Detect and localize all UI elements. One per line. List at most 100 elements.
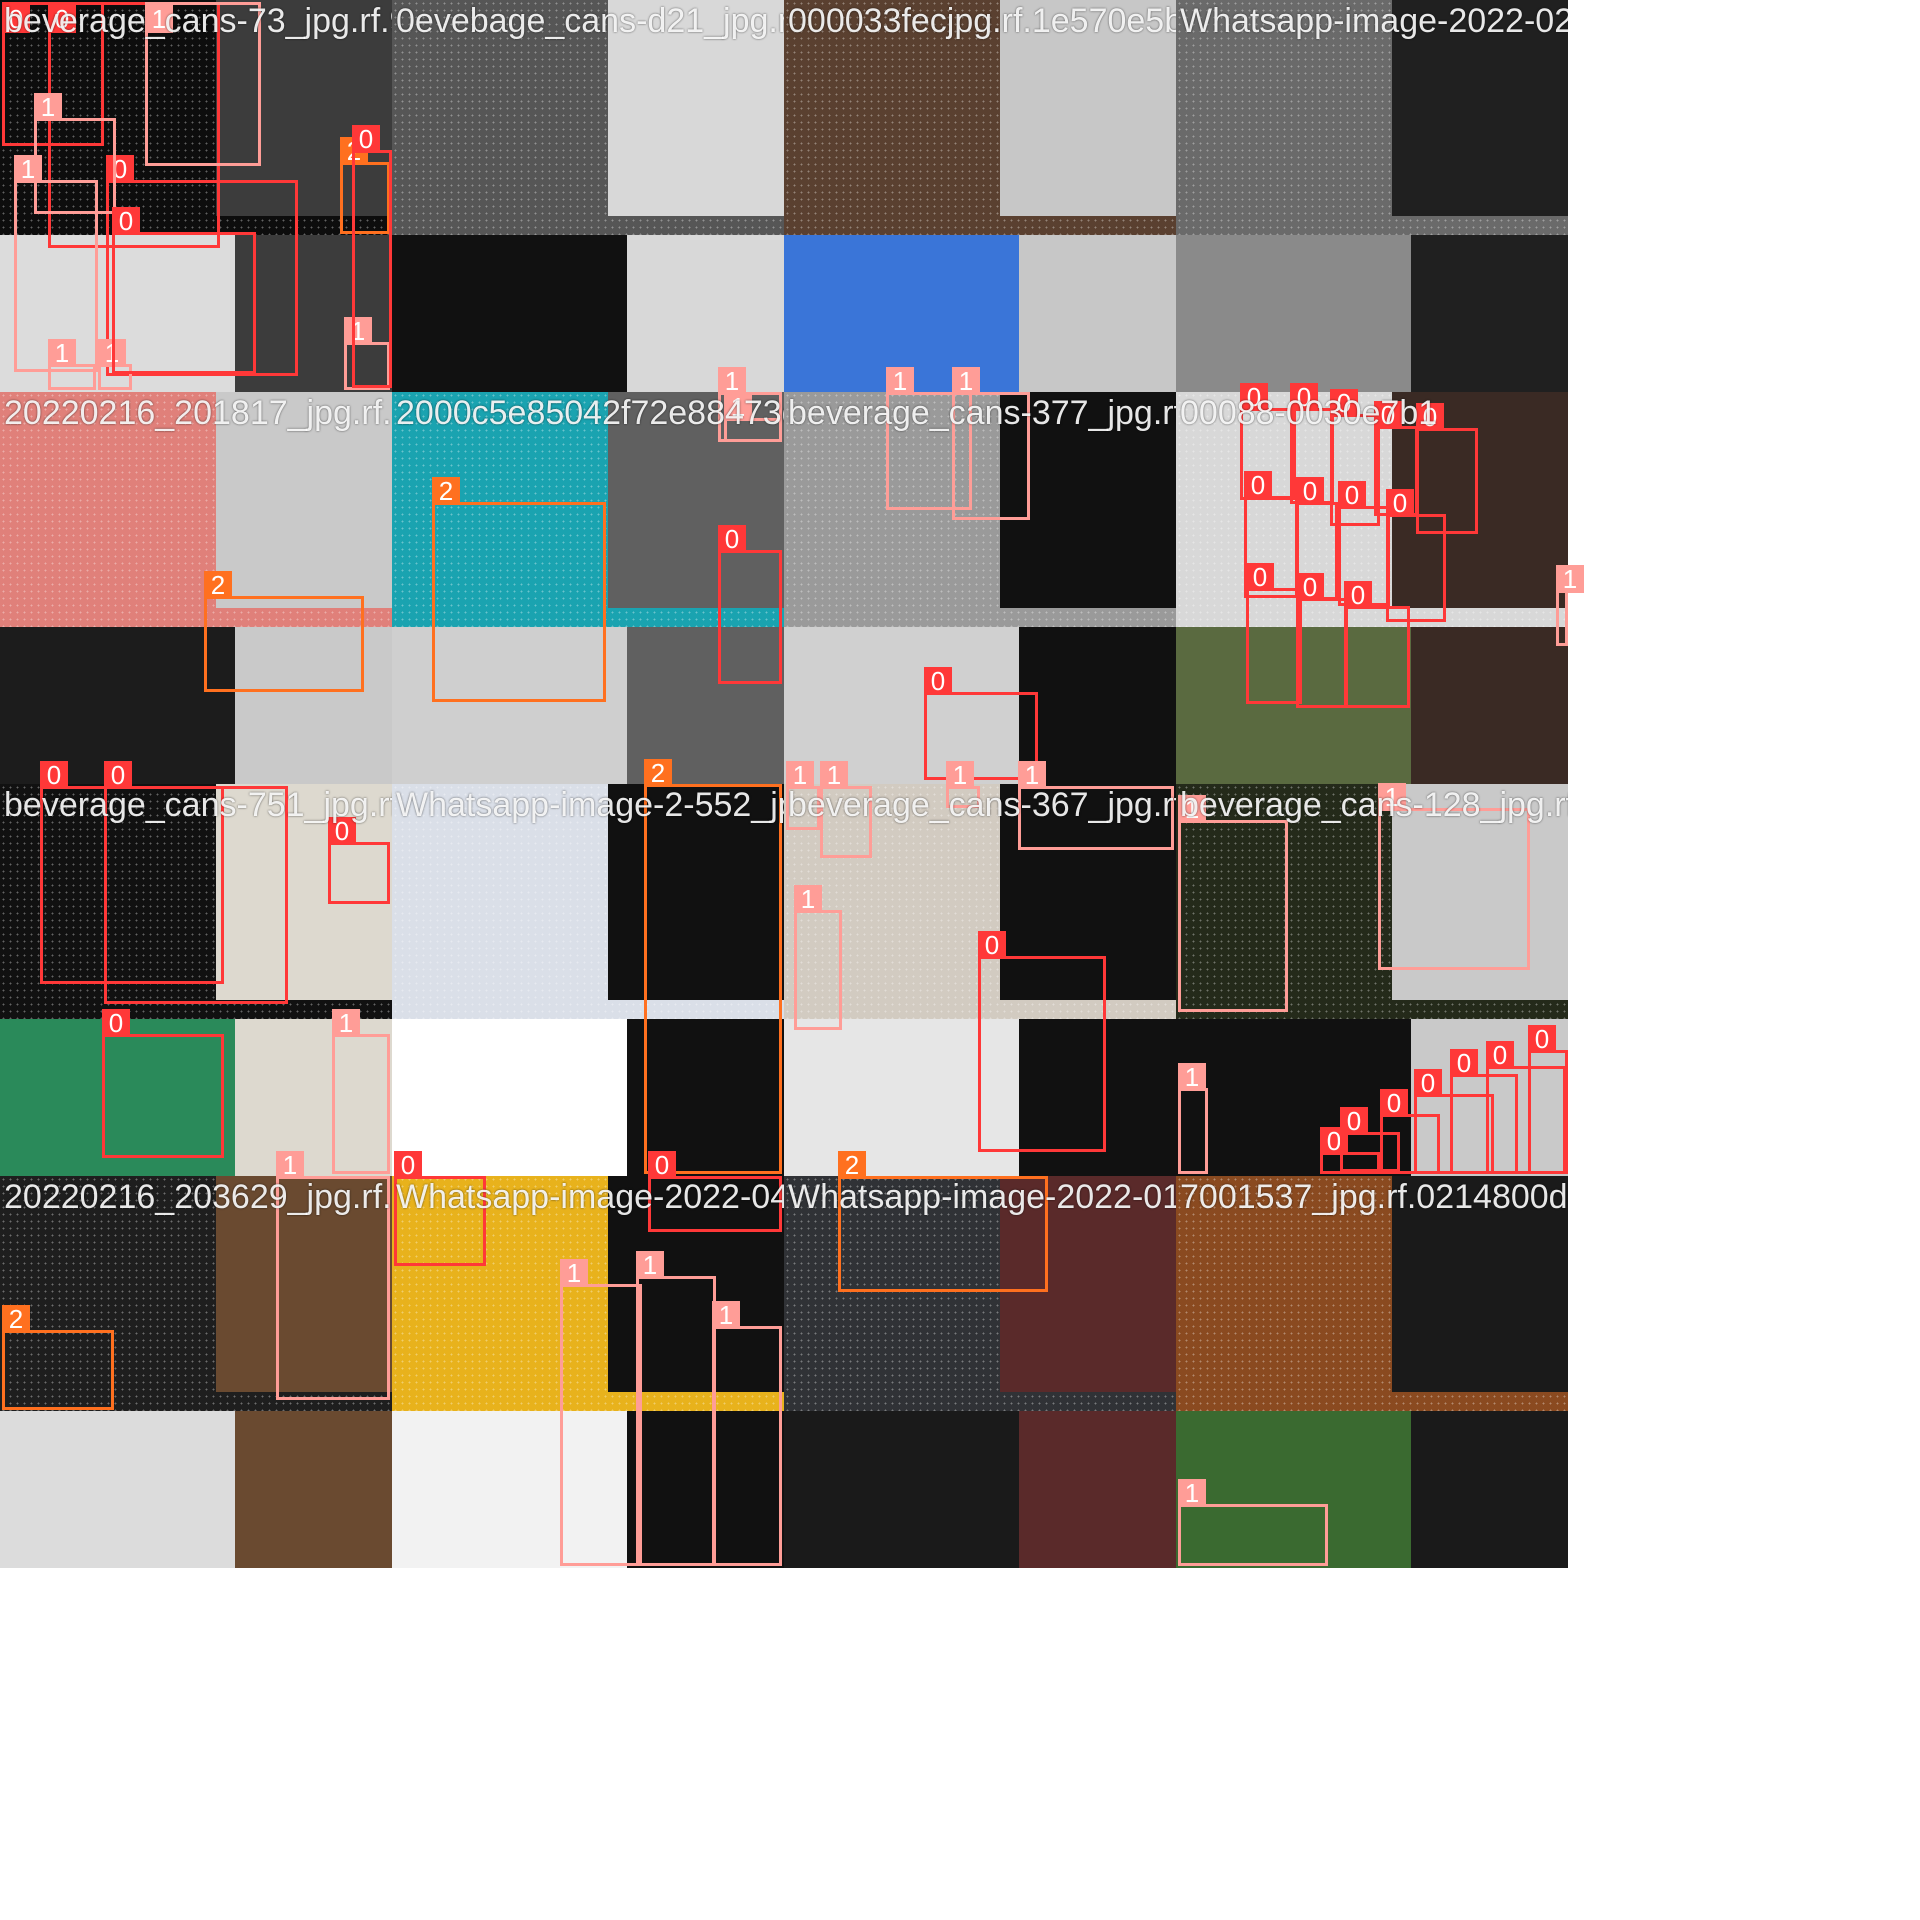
detection-box: 0 [102,1009,224,1158]
class-label: 0 [1296,477,1324,505]
detection-box: 0 [1386,489,1446,622]
tile-filename: 20220216_201817_jpg.rf.b2 [4,394,392,432]
detection-box: 0 [648,1151,782,1232]
mosaic-tile: 7001537_jpg.rf.0214800d00 [1176,1176,1568,1568]
class-label: 1 [794,885,822,913]
detection-box: 2 [838,1151,1048,1292]
tile-filename: 2000c5e85042f72e88473d3 [396,394,784,432]
image-patch [0,1019,236,1176]
class-label: 1 [34,93,62,121]
detection-box: 0 [978,931,1106,1152]
class-label: 1 [946,761,974,789]
class-label: 0 [1344,581,1372,609]
class-label: 0 [328,817,356,845]
class-label: 0 [1450,1049,1478,1077]
detection-box: 0 [328,817,390,904]
detection-box: 1 [952,367,1030,520]
class-label: 2 [2,1305,30,1333]
detection-box: 1 [1018,761,1174,850]
image-patch [784,235,1020,392]
image-patch [627,1411,784,1568]
class-label: 0 [40,761,68,789]
class-label: 0 [1380,1089,1408,1117]
class-label: 2 [838,1151,866,1179]
mosaic-tile: Whatsapp-image-2022-0413_jpg.rf.6 [392,1176,784,1568]
image-patch [392,627,628,784]
detection-box: 1 [1378,783,1530,970]
image-patch [0,1411,236,1568]
class-label: 1 [276,1151,304,1179]
image-patch [1391,0,1568,216]
detection-box: 1 [1178,795,1288,1012]
detection-box: 0 [2,2,104,146]
mosaic-tile: beverage_cans-377_jpg.rf.a02 [784,392,1176,784]
mosaic-tile: Whatsapp-image-2022-01-27 [784,1176,1176,1568]
image-patch [215,784,392,1000]
class-label: 1 [886,367,914,395]
image-patch [999,0,1176,216]
detection-box: 0 [104,761,288,1004]
class-label: 0 [48,5,76,33]
class-label: 1 [1378,783,1406,811]
detection-box: 0 [1344,581,1410,708]
class-label: 2 [432,477,460,505]
detection-box: 0 [1450,1049,1518,1174]
class-label: 1 [1018,761,1046,789]
image-patch [1391,784,1568,1000]
detection-box: 0 [394,1151,486,1266]
detection-box: 1 [1178,1063,1208,1174]
tile-filename: beverage_cans-73_jpg.rf.9a0evebag217191 [4,2,392,40]
class-label: 0 [106,155,134,183]
tile-filename: beverage_cans-751_jpg.rf.bb [4,786,392,824]
image-patch [1411,235,1568,392]
class-label: 0 [352,125,380,153]
detection-box: 1 [712,1301,782,1566]
detection-box: 1 [636,1251,716,1566]
tile-filename: 20220216_203629_jpg.rf.93 [4,1178,392,1216]
detection-box: 1 [718,367,782,442]
image-patch [627,235,784,392]
class-label: 2 [644,759,672,787]
class-label: 0 [1486,1041,1514,1069]
detection-box: 0 [106,155,298,376]
image-patch [627,627,784,784]
mosaic-tile: 0evebage_cans-d21_jpg.rf.5e00033fe1f [392,0,784,392]
class-label: 0 [1338,481,1366,509]
class-label: 0 [1244,471,1272,499]
tile-filename: Whatsapp-image-2022-02-1 [1180,2,1568,40]
class-label: 1 [718,367,746,395]
detection-box: 1 [145,2,261,166]
image-patch [0,627,236,784]
detection-box: 0 [1246,563,1302,704]
detection-box: 2 [644,759,782,1174]
image-patch [215,0,392,216]
class-label: 1 [1556,565,1584,593]
image-patch [235,235,392,392]
detection-box: 1 [946,761,980,808]
detection-box: 1 [14,155,98,372]
image-patch [1176,1019,1412,1176]
image-patch [607,784,784,1000]
class-label: 0 [1340,1107,1368,1135]
detection-box: 0 [718,525,782,684]
mosaic-tile: 000033fecjpg.rf.1e570e5b9a3d8lattic03175 [784,0,1176,392]
detection-box: 0 [48,2,220,248]
detection-box: 0 [1528,1025,1568,1174]
class-label: 1 [48,339,76,367]
detection-box: 1 [332,1009,390,1174]
tile-filename: 0evebage_cans-d21_jpg.rf.5e00033fe1f [396,2,784,40]
detection-box: 0 [1380,1089,1440,1174]
detection-box: 0 [924,667,1038,780]
class-label: 0 [648,1151,676,1179]
image-patch [999,1176,1176,1392]
image-patch [1176,235,1412,392]
tile-filename: beverage_cans-367_jpg.rf.8 [788,786,1176,824]
detection-box: 0 [1486,1041,1566,1174]
mosaic-tile: 20220216_201817_jpg.rf.b2 [0,392,392,784]
detection-box: 0 [1330,389,1380,526]
image-patch [784,627,1020,784]
class-label: 1 [560,1259,588,1287]
class-label: 0 [1330,389,1358,417]
class-label: 1 [1178,1063,1206,1091]
